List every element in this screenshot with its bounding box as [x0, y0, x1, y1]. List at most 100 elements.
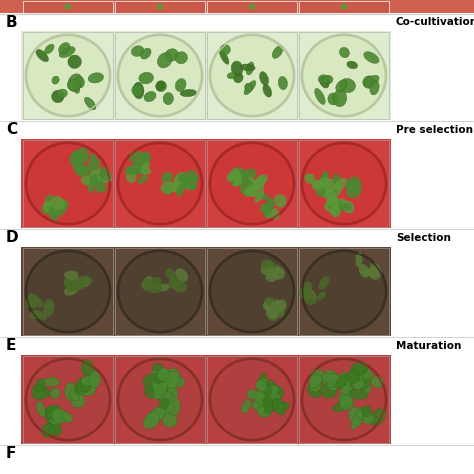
Ellipse shape [340, 384, 353, 400]
Ellipse shape [318, 292, 326, 300]
Ellipse shape [70, 393, 85, 408]
Ellipse shape [363, 76, 375, 88]
Ellipse shape [186, 181, 197, 190]
Ellipse shape [210, 251, 293, 331]
Ellipse shape [163, 401, 173, 414]
Ellipse shape [304, 292, 318, 305]
Ellipse shape [187, 176, 196, 191]
Ellipse shape [234, 73, 243, 83]
Ellipse shape [178, 173, 187, 186]
Ellipse shape [142, 151, 151, 164]
Ellipse shape [174, 172, 188, 187]
Ellipse shape [64, 280, 73, 292]
Ellipse shape [364, 52, 379, 64]
Ellipse shape [332, 401, 350, 412]
Ellipse shape [145, 385, 157, 399]
Ellipse shape [67, 79, 81, 91]
Ellipse shape [82, 165, 94, 176]
Ellipse shape [274, 194, 287, 208]
Bar [299, 1, 389, 13]
Ellipse shape [246, 179, 257, 191]
Ellipse shape [271, 266, 285, 280]
Bar [115, 248, 205, 335]
Ellipse shape [361, 406, 372, 417]
Ellipse shape [263, 84, 272, 97]
Ellipse shape [301, 249, 387, 333]
Ellipse shape [239, 172, 246, 186]
Ellipse shape [302, 251, 385, 331]
Ellipse shape [325, 179, 337, 192]
Bar [207, 248, 297, 335]
Circle shape [157, 3, 163, 9]
Ellipse shape [72, 150, 81, 162]
Ellipse shape [45, 44, 54, 54]
Ellipse shape [336, 200, 346, 211]
Ellipse shape [227, 173, 235, 181]
Ellipse shape [263, 206, 273, 217]
Ellipse shape [133, 82, 144, 99]
Ellipse shape [262, 384, 272, 396]
Ellipse shape [245, 83, 253, 91]
Ellipse shape [118, 36, 201, 116]
Ellipse shape [138, 175, 148, 184]
Ellipse shape [80, 277, 91, 287]
Ellipse shape [330, 207, 341, 217]
Ellipse shape [232, 172, 241, 181]
Ellipse shape [241, 400, 252, 413]
Ellipse shape [155, 386, 167, 398]
Bar [0, 0, 474, 13]
Ellipse shape [57, 89, 67, 98]
Ellipse shape [348, 407, 363, 424]
Ellipse shape [320, 182, 330, 197]
Ellipse shape [350, 362, 368, 376]
Ellipse shape [46, 195, 55, 205]
Ellipse shape [44, 299, 55, 309]
Ellipse shape [351, 369, 370, 379]
Ellipse shape [315, 182, 322, 190]
Ellipse shape [164, 185, 171, 195]
Ellipse shape [257, 378, 271, 392]
Ellipse shape [89, 370, 101, 388]
Ellipse shape [239, 184, 253, 194]
Ellipse shape [88, 178, 95, 185]
Ellipse shape [262, 397, 272, 409]
Ellipse shape [322, 187, 336, 200]
Ellipse shape [240, 64, 255, 71]
Ellipse shape [307, 385, 320, 398]
Ellipse shape [359, 267, 369, 278]
Ellipse shape [210, 359, 293, 439]
Ellipse shape [70, 281, 81, 291]
Ellipse shape [333, 199, 347, 209]
Ellipse shape [328, 194, 340, 203]
Ellipse shape [264, 210, 273, 219]
Ellipse shape [52, 90, 64, 103]
Ellipse shape [327, 374, 340, 387]
Text: Pre selection: Pre selection [396, 125, 473, 135]
Ellipse shape [371, 375, 383, 388]
Bar [23, 356, 113, 443]
Ellipse shape [49, 412, 63, 425]
Ellipse shape [316, 177, 329, 189]
Ellipse shape [137, 167, 151, 175]
Ellipse shape [348, 176, 359, 187]
Ellipse shape [164, 398, 174, 412]
Ellipse shape [48, 416, 57, 430]
Ellipse shape [227, 171, 236, 182]
Ellipse shape [264, 380, 275, 391]
Ellipse shape [319, 174, 329, 181]
Ellipse shape [88, 158, 100, 171]
Ellipse shape [301, 141, 387, 226]
Ellipse shape [229, 173, 240, 182]
Ellipse shape [261, 259, 273, 269]
Ellipse shape [132, 85, 143, 96]
Ellipse shape [27, 144, 109, 223]
Ellipse shape [50, 388, 60, 399]
Ellipse shape [234, 177, 242, 185]
Ellipse shape [319, 76, 329, 88]
Ellipse shape [140, 48, 151, 59]
Ellipse shape [324, 182, 332, 196]
Ellipse shape [325, 370, 339, 382]
Ellipse shape [138, 153, 148, 163]
Ellipse shape [264, 385, 284, 400]
Ellipse shape [75, 76, 84, 88]
